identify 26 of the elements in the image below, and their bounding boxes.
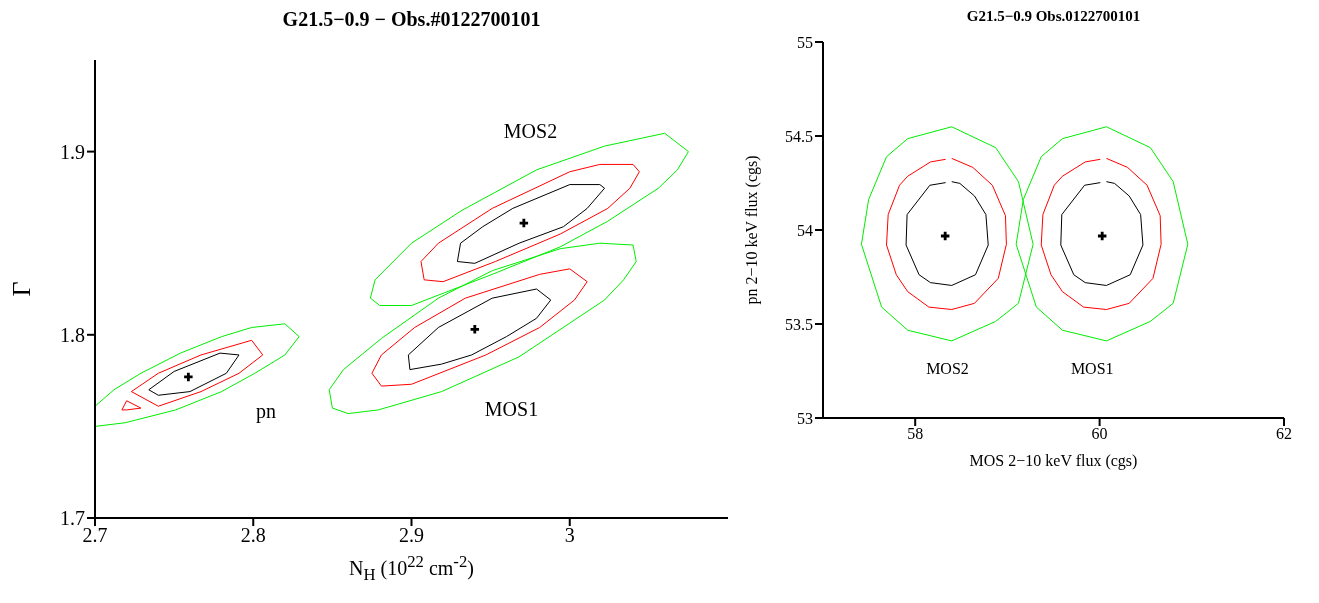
y-axis-title: Γ	[7, 281, 37, 297]
y-axis-title: pn 2−10 keV flux (cgs)	[743, 155, 761, 305]
y-tick-label: 53	[797, 409, 813, 427]
y-tick-label: 54.5	[785, 127, 813, 145]
y-tick-label: 54	[797, 221, 813, 239]
chart-title: G21.5−0.9 Obs.0122700101	[965, 8, 1142, 25]
y-tick-label: 1.9	[60, 140, 85, 163]
y-tick-label: 53.5	[785, 315, 813, 333]
x-axis-title: MOS 2−10 keV flux (cgs)	[968, 452, 1139, 470]
annotation: MOS1	[484, 397, 539, 421]
x-tick-label: 58	[907, 425, 924, 443]
annotation: MOS1	[1070, 360, 1114, 379]
annotation: MOS2	[926, 360, 969, 379]
annotation: MOS2	[503, 119, 558, 143]
y-tick-label: 1.7	[60, 507, 85, 530]
chart-title: G21.5−0.9 − Obs.#0122700101	[281, 8, 542, 31]
y-tick-label: 55	[797, 33, 813, 51]
x-tick-label: 60	[1091, 425, 1108, 443]
x-tick-label: 2.9	[399, 524, 424, 547]
y-tick-label: 1.8	[60, 323, 85, 346]
x-tick-label: 2.8	[240, 524, 266, 547]
x-tick-label: 2.7	[82, 524, 108, 547]
x-tick-label: 62	[1276, 425, 1292, 443]
x-axis-title: N$_{H}$ (10$^{22}$ cm$^{-2}$)	[348, 552, 475, 585]
x-tick-label: 3	[564, 524, 575, 547]
annotation: pn	[255, 399, 276, 423]
